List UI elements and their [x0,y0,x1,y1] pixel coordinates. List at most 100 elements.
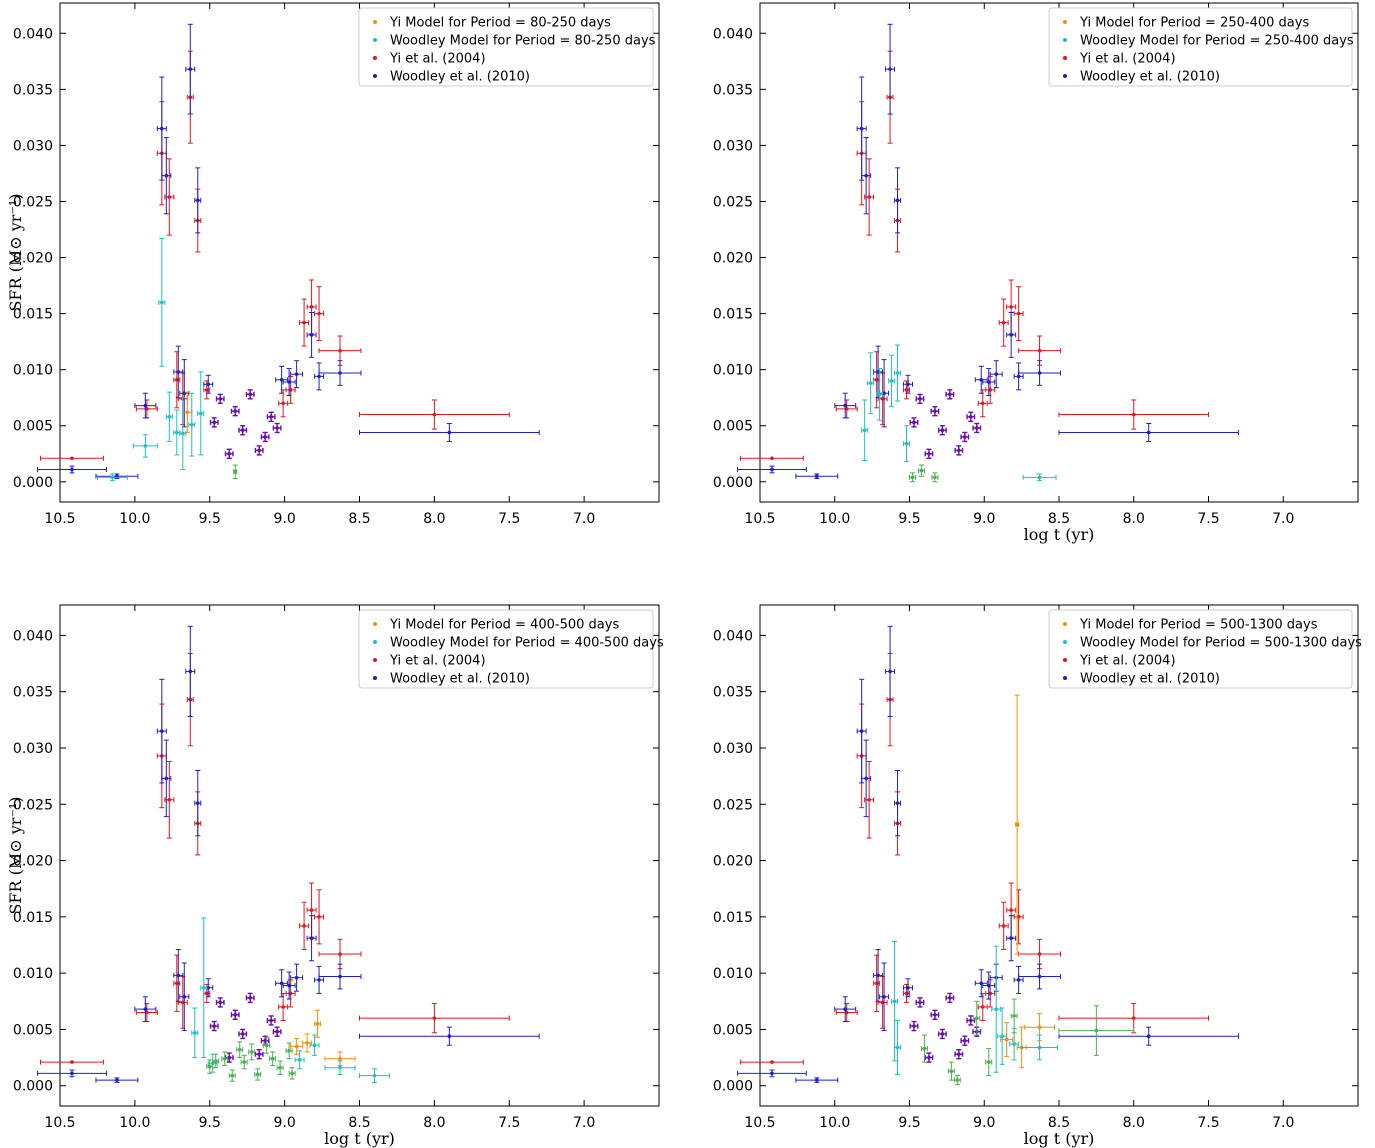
legend-marker [373,38,377,42]
legend-marker [1063,622,1067,626]
woodley-2010-point [974,969,988,998]
woodley-2010-point [834,996,857,1023]
woodley-2010-point [903,978,913,998]
legend-label: Yi Model for Period = 400-500 days [389,618,619,633]
x-tick-label: 9.0 [273,511,295,527]
legend-label: Yi et al. (2004) [389,52,486,67]
yi-2004-point [985,375,996,404]
y-tick-label: 0.000 [713,475,753,491]
model-point [228,1069,236,1082]
y-tick-label: 0.035 [713,82,753,98]
x-tick-label: 8.5 [348,1115,370,1131]
y-tick-label: 0.015 [13,307,53,323]
y-tick-label: 0.020 [713,854,753,870]
model-point [179,397,187,470]
woodley-2010-point [1013,965,1024,994]
panel-4: 10.5 10.0 9.5 9.0 8.5 8.0 7.5 7.0 0.000 0.005 0.01… [713,604,1362,1148]
woodley-2010-point [795,473,839,479]
woodley-2010-point [306,311,317,358]
y-tick-label: 0.030 [13,741,53,757]
overlap-point [930,405,940,417]
legend-label: Yi et al. (2004) [1079,52,1176,67]
model-point [191,1007,199,1059]
woodley-2010-point [134,392,157,419]
yi-2004-point [40,455,104,461]
yi-2004-point [1013,286,1024,342]
model-point [132,434,158,458]
model-point [1022,473,1057,482]
x-tick-label: 7.0 [1272,1115,1294,1131]
woodley-2010-point [737,1069,807,1078]
y-tick-label: 0.040 [13,26,53,42]
woodley-2010-point [161,739,172,818]
overlap-point [238,425,248,436]
woodley-2010-point [1018,360,1061,386]
woodley-2010-point [982,971,996,1000]
yi-2004-point [40,1059,104,1065]
overlap-point [215,997,225,1008]
panel-1: 10.5 10.0 9.5 9.0 8.5 8.0 7.5 7.0 0.000 0.005 0.01… [6,2,660,527]
overlap-point [238,1028,248,1040]
y-tick-label: 0.010 [13,966,53,982]
woodley-2010-point [95,1077,139,1083]
legend-box [358,609,654,689]
yi-2004-point [740,1059,804,1065]
y-tick-label: 0.040 [713,26,753,42]
y-tick-label: 0.000 [13,475,53,491]
woodley-2010-point [290,963,304,992]
x-tick-label: 8.0 [423,511,445,527]
overlap-point [924,448,934,459]
woodley-2010-point [37,465,107,474]
woodley-2010-point [318,963,362,990]
x-tick-label: 10.0 [119,1115,150,1131]
woodley-2010-point [359,1026,540,1046]
x-tick-label: 9.0 [973,511,995,527]
woodley-2010-point [989,360,1003,389]
yi-2004-point [299,298,310,347]
y-tick-label: 0.000 [713,1079,753,1095]
x-tick-label: 8.0 [1123,511,1145,527]
y-tick-label: 0.015 [13,910,53,926]
overlap-point [224,1052,234,1063]
yi-2004-point [998,298,1009,347]
y-tick-label: 0.030 [713,138,753,154]
legend-label: Woodley Model for Period = 500-1300 days [1080,636,1362,651]
x-tick-label: 9.5 [199,511,221,527]
yi-2004-point [985,979,996,1008]
woodley-2010-point [194,167,202,234]
yi-2004-point [835,399,858,419]
model-point [197,371,205,456]
legend-label: Woodley et al. (2010) [1080,70,1220,85]
legend-marker [373,658,377,662]
overlap-point [966,411,976,422]
overlap-point [945,992,955,1004]
y-tick-label: 0.010 [13,363,53,379]
legend-box [1048,609,1353,689]
overlap-point [272,1026,282,1037]
panel-3: 10.5 10.0 9.5 9.0 8.5 8.0 7.5 7.0 0.000 0.005 0.01… [6,604,664,1148]
woodley-2010-point [95,473,139,479]
x-axis-title: log t (yr) [1024,1129,1095,1148]
y-axis-title: SFR (M⊙ yr⁻¹) [6,193,25,311]
model-point [888,354,896,408]
x-tick-label: 10.5 [744,511,775,527]
y-tick-label: 0.025 [713,194,753,210]
woodley-2010-point [1058,1026,1239,1046]
y-tick-label: 0.035 [13,685,53,701]
model-point [206,1059,214,1074]
woodley-2010-point [290,360,304,389]
woodley-2010-point [1006,915,1017,962]
woodley-2010-point [1058,423,1239,442]
y-tick-label: 0.010 [713,966,753,982]
model-point [212,1053,220,1069]
x-tick-label: 10.0 [819,511,850,527]
legend-marker [1063,676,1067,680]
yi-2004-point [359,399,510,430]
woodley-2010-point [894,769,902,837]
woodley-2010-point [306,915,317,962]
model-point [173,409,181,456]
yi-2004-point [1058,399,1209,430]
x-axis-title: log t (yr) [1024,525,1095,544]
model-point [263,1036,271,1054]
model-point [285,1042,293,1060]
